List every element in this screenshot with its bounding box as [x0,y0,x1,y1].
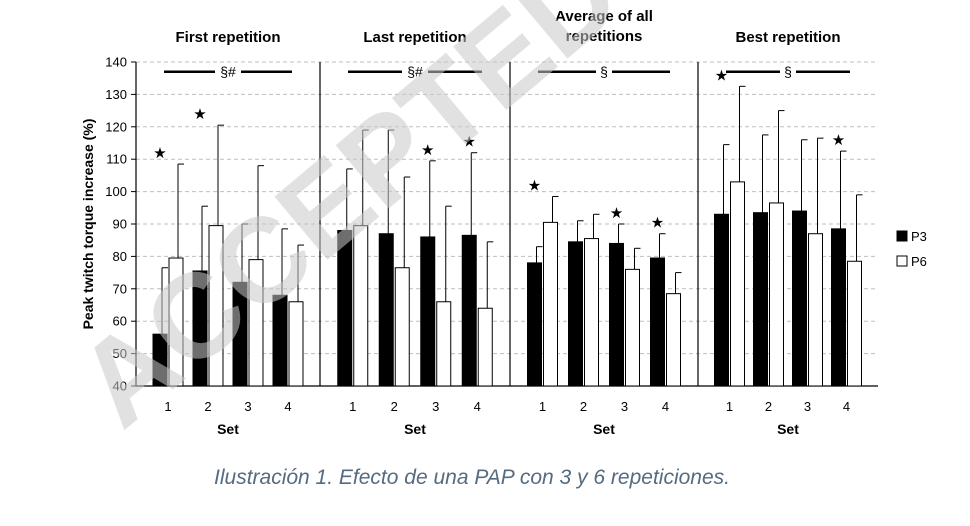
panel-1: First repetition §# ★ 1 ★ 2 3 4 Set [152,29,304,437]
bar-p6 [730,181,745,387]
significance-label: § [784,64,792,80]
panel-title: First repetition [175,29,280,46]
bar-p6 [477,307,493,387]
bar-p3 [192,270,208,387]
legend-label-p3: P3 [911,229,927,244]
panel-3: Average of all repetitions § ★ 1 2 ★ 3 ★ 4 Set [527,8,682,437]
x-tick-label: 1 [539,399,546,414]
significance-star: ★ [715,67,728,84]
bar-p3 [609,242,624,387]
x-axis-title: Set [404,421,426,437]
bar-p6 [847,260,862,387]
bar-p3 [337,229,353,387]
bar-p3 [272,294,288,387]
panel-title: Average of all repetitions [555,8,653,45]
x-tick-label: 3 [432,399,439,414]
x-tick-label: 3 [621,399,628,414]
bar-p6 [208,225,224,387]
bar-p3 [753,212,768,387]
x-axis-title: Set [777,421,799,437]
bar-p3 [378,233,394,387]
x-tick-label: 4 [843,399,850,414]
bar-p6 [584,238,599,387]
x-tick-label: 2 [204,399,211,414]
bar-p6 [288,301,304,387]
bar-p3 [792,210,807,387]
figure-caption: Ilustración 1. Efecto de una PAP con 3 y… [214,466,730,489]
bar-p6 [168,257,184,387]
significance-star: ★ [832,132,845,149]
panel-4: Best repetition § ★ 1 2 3 ★ 4 Set [714,29,863,437]
bar-p6 [769,202,784,387]
bar-p6 [543,221,558,387]
legend: P3 P6 [896,229,927,269]
panel-title: Best repetition [735,29,840,46]
legend-swatch-p3 [896,230,908,242]
x-tick-label: 1 [349,399,356,414]
bar-p3 [461,234,477,387]
bar-p6 [808,233,823,387]
significance-star: ★ [421,142,434,159]
significance-label: § [600,64,608,80]
x-tick-label: 2 [391,399,398,414]
x-tick-label: 4 [474,399,481,414]
x-tick-label: 4 [662,399,669,414]
bar-p6 [666,293,681,387]
significance-star: ★ [153,145,166,162]
legend-swatch-p6 [896,255,908,267]
significance-star: ★ [528,177,541,194]
panel-2: Last repetition §# 1 2 ★ 3 ★ 4 Set [337,29,494,437]
legend-label-p6: P6 [911,254,927,269]
x-tick-label: 1 [164,399,171,414]
bar-p3 [420,236,436,387]
significance-star: ★ [193,106,206,123]
bar-p3 [527,262,542,387]
significance-star: ★ [610,205,623,222]
y-tick-label: 130 [105,87,127,102]
x-tick-label: 2 [765,399,772,414]
bar-p6 [248,259,264,387]
significance-label: §# [407,64,423,80]
y-axis-title: Peak twitch torque increase (%) [80,119,96,330]
x-axis-title: Set [593,421,615,437]
x-tick-label: 4 [284,399,291,414]
x-tick-label: 2 [580,399,587,414]
y-axis: 40 50 60 70 80 90 100 110 120 130 140 Peak twitch t… [80,55,137,394]
bar-p6 [394,267,410,387]
y-tick-label: 90 [113,217,127,232]
panel-title: Last repetition [363,29,466,46]
x-tick-label: 1 [726,399,733,414]
x-tick-label: 3 [244,399,251,414]
bar-p3 [568,241,583,387]
y-tick-label: 120 [105,119,127,134]
y-tick-label: 110 [106,152,127,167]
y-tick-label: 140 [105,55,127,70]
bar-p3 [831,228,846,387]
y-tick-label: 60 [113,314,127,329]
bar-p3 [714,213,729,387]
bar-p3 [152,333,168,387]
y-tick-label: 50 [113,346,127,361]
bar-p6 [625,268,640,387]
significance-label: §# [220,64,236,80]
y-tick-label: 40 [113,379,127,394]
bar-p6 [436,301,452,387]
x-tick-label: 3 [804,399,811,414]
y-tick-label: 70 [113,281,127,296]
x-axis-title: Set [217,421,239,437]
significance-star: ★ [463,134,476,151]
significance-star: ★ [651,215,664,232]
bar-p3 [232,281,248,387]
bar-p6 [353,225,369,387]
y-tick-label: 100 [105,184,127,199]
y-tick-label: 80 [113,249,127,264]
bar-p3 [650,257,665,387]
